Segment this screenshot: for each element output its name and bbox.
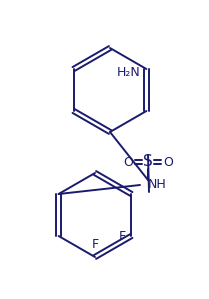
Text: O: O — [123, 155, 133, 169]
Text: H₂N: H₂N — [117, 65, 140, 79]
Text: F: F — [92, 238, 99, 251]
Text: S: S — [143, 155, 153, 170]
Text: O: O — [163, 155, 173, 169]
Text: F: F — [119, 230, 126, 242]
Text: NH: NH — [148, 179, 167, 191]
